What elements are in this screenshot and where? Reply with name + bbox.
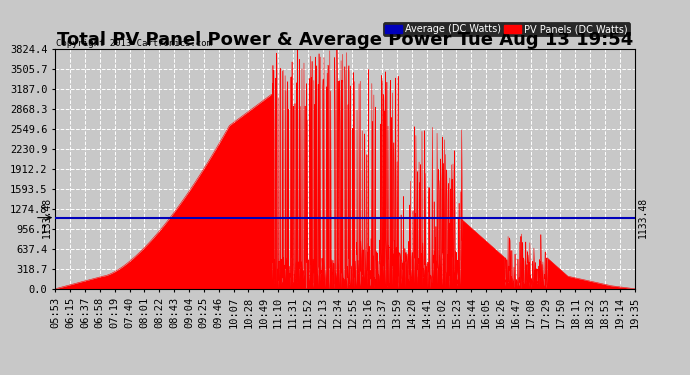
Title: Total PV Panel Power & Average Power Tue Aug 13 19:54: Total PV Panel Power & Average Power Tue… bbox=[57, 31, 633, 49]
Legend: Average (DC Watts), PV Panels (DC Watts): Average (DC Watts), PV Panels (DC Watts) bbox=[383, 22, 630, 36]
Text: Copyright 2013 Cartronics.com: Copyright 2013 Cartronics.com bbox=[57, 39, 213, 48]
Text: 1133.48: 1133.48 bbox=[638, 197, 648, 238]
Text: 1133.48: 1133.48 bbox=[42, 197, 52, 238]
